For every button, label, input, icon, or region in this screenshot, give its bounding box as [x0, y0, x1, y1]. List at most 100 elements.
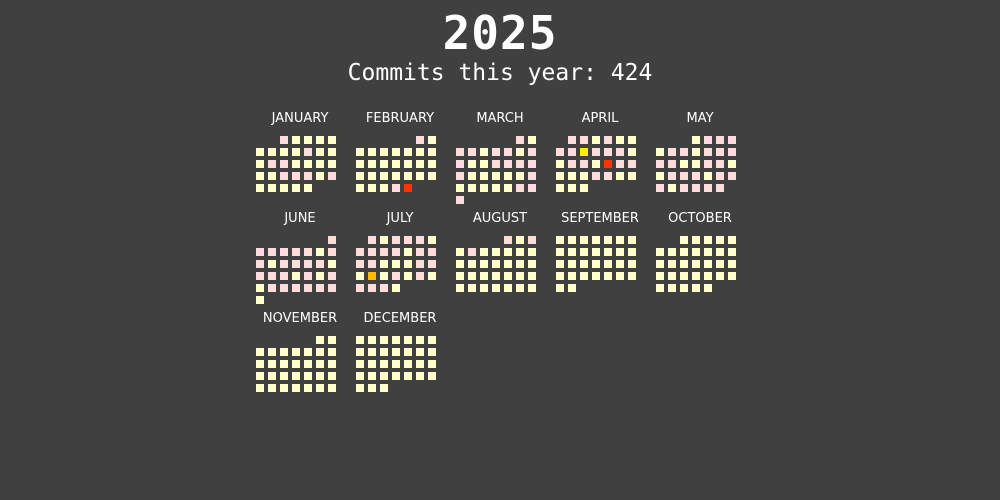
day-cell	[379, 347, 389, 357]
day-cell	[555, 159, 565, 169]
day-cell	[391, 347, 401, 357]
day-cell	[355, 259, 365, 269]
day-cell	[315, 147, 325, 157]
day-cell	[527, 259, 537, 269]
day-cell	[291, 383, 301, 393]
day-cell	[691, 283, 701, 293]
day-cell	[291, 183, 301, 193]
day-cell	[327, 247, 337, 257]
day-cell	[427, 347, 437, 357]
day-cell	[367, 371, 377, 381]
day-cell	[655, 259, 665, 269]
day-cell	[727, 259, 737, 269]
day-cell	[679, 147, 689, 157]
day-cell	[603, 259, 613, 269]
day-cell	[715, 247, 725, 257]
day-cell	[367, 183, 377, 193]
day-cell	[715, 259, 725, 269]
day-cell	[503, 147, 513, 157]
day-cell	[327, 335, 337, 345]
month-label-december: DECEMBER	[363, 311, 437, 326]
day-cell	[327, 235, 337, 245]
day-cell	[691, 159, 701, 169]
day-cell	[503, 159, 513, 169]
day-cell	[379, 235, 389, 245]
day-cell	[379, 283, 389, 293]
day-cell	[691, 271, 701, 281]
day-cell	[615, 271, 625, 281]
day-cell	[367, 359, 377, 369]
day-cell	[627, 147, 637, 157]
day-cell	[655, 247, 665, 257]
day-cell	[655, 171, 665, 181]
day-cell	[479, 259, 489, 269]
day-cell	[267, 359, 277, 369]
day-cell	[503, 183, 513, 193]
day-cell	[555, 171, 565, 181]
day-cell	[667, 147, 677, 157]
day-cell	[403, 159, 413, 169]
day-cell	[427, 371, 437, 381]
day-cell	[315, 159, 325, 169]
day-cell	[255, 159, 265, 169]
day-cell	[715, 147, 725, 157]
month-label-november: NOVEMBER	[262, 311, 338, 326]
month-label-january: JANUARY	[271, 111, 329, 126]
day-cell	[303, 383, 313, 393]
day-cell	[355, 371, 365, 381]
day-cell	[315, 371, 325, 381]
day-cell	[667, 247, 677, 257]
day-cell	[427, 335, 437, 345]
day-cell	[679, 247, 689, 257]
day-cell	[591, 159, 601, 169]
day-cell	[567, 183, 577, 193]
day-cell	[427, 235, 437, 245]
month-label-february: FEBRUARY	[365, 111, 435, 126]
day-cell	[579, 159, 589, 169]
day-cell	[567, 283, 577, 293]
day-cell	[279, 371, 289, 381]
month-label-october: OCTOBER	[668, 211, 732, 226]
day-cell	[391, 371, 401, 381]
day-cell	[291, 259, 301, 269]
day-cell	[479, 247, 489, 257]
day-cell	[567, 235, 577, 245]
day-cell	[403, 335, 413, 345]
day-cell	[479, 271, 489, 281]
day-cell	[291, 347, 301, 357]
day-cell	[267, 383, 277, 393]
day-cell	[379, 159, 389, 169]
day-cell	[355, 159, 365, 169]
day-cell	[303, 359, 313, 369]
day-cell	[655, 159, 665, 169]
day-cell	[403, 371, 413, 381]
day-cell	[315, 247, 325, 257]
day-cell	[627, 259, 637, 269]
day-cell	[303, 371, 313, 381]
day-cell	[491, 283, 501, 293]
day-cell	[703, 147, 713, 157]
day-cell	[379, 247, 389, 257]
day-cell	[515, 135, 525, 145]
day-cell	[379, 147, 389, 157]
day-cell	[679, 271, 689, 281]
day-cell	[355, 147, 365, 157]
day-cell	[567, 135, 577, 145]
day-cell	[327, 383, 337, 393]
day-cell	[627, 171, 637, 181]
day-cell	[555, 259, 565, 269]
day-cell	[715, 135, 725, 145]
day-cell	[615, 135, 625, 145]
day-cell	[279, 171, 289, 181]
day-cell	[403, 183, 413, 193]
day-cell	[615, 247, 625, 257]
day-cell	[427, 271, 437, 281]
day-cell	[515, 271, 525, 281]
day-cell	[379, 383, 389, 393]
day-cell	[515, 171, 525, 181]
day-cell	[291, 271, 301, 281]
day-cell	[355, 171, 365, 181]
day-cell	[679, 183, 689, 193]
day-cell	[615, 259, 625, 269]
